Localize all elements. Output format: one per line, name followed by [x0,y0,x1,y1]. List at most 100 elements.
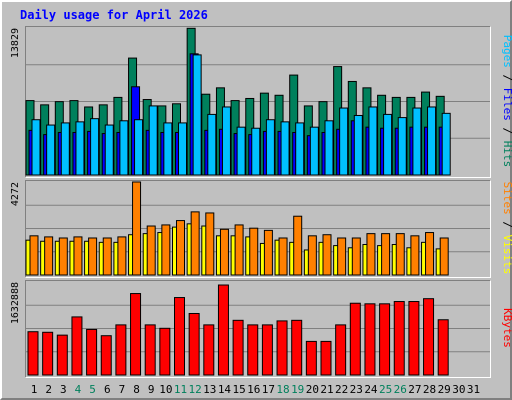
day-label: 9 [148,383,155,396]
day-label: 10 [159,383,172,396]
sites-bar [395,233,405,276]
pages-bar [31,119,41,176]
hits-files-pages-side-legend: Pages / Files / Hits [501,35,512,168]
sites-bar [88,237,98,276]
kbytes-bar [130,293,142,376]
kbytes-bar [291,319,303,376]
pages-bar [324,120,334,176]
pages-bar [104,124,114,176]
sites-bar [322,234,332,276]
legend-separator: / [501,121,512,141]
pages-bar [295,122,305,176]
kbytes-bar [203,324,215,376]
day-label: 20 [306,383,319,396]
legend-kbytes: KBytes [501,308,512,348]
day-label: 21 [320,383,333,396]
sites-bar [29,235,39,276]
sites-bar [117,236,127,276]
pages-bar [90,118,100,176]
kbytes-bar [349,302,361,376]
pages-bar [178,122,187,176]
sites-bar [366,233,376,276]
day-label: 17 [262,383,275,396]
legend-visits: Visits [501,235,512,275]
kbytes-bar [188,312,200,376]
pages-bar [383,113,393,176]
day-label: 22 [335,383,348,396]
sites-bar [439,237,449,276]
sites-bar [58,237,68,276]
sites-bar [102,237,112,276]
pages-bar [221,106,231,176]
kbytes-bar [379,303,391,376]
day-label: 28 [423,383,436,396]
day-label: 14 [218,383,232,396]
sites-bar [307,235,317,276]
pages-bar [280,121,290,176]
pages-bar [353,114,363,176]
day-label: 30 [452,383,465,396]
legend-separator: / [501,215,512,235]
kbytes-bar [42,331,54,376]
kbytes-bar [115,324,127,376]
sites-bar [351,237,361,276]
kbytes-bar [27,331,39,376]
kbytes-bar [261,324,273,376]
pages-bar [397,117,407,176]
day-label: 12 [189,383,202,396]
legend-separator: / [501,68,512,88]
day-label: 7 [119,383,126,396]
day-label: 24 [364,383,378,396]
day-label: 15 [232,383,245,396]
kbytes-bar [56,334,68,376]
legend-hits: Hits [501,141,512,168]
pages-bar [163,122,173,176]
kbytes-bar [364,303,376,376]
day-label: 1 [31,383,38,396]
kbytes-bar [217,284,229,376]
sites-bar [205,212,215,276]
sites-bar [146,225,156,276]
day-label: 5 [89,383,96,396]
sites-bar [293,215,303,276]
kbytes-bar [276,320,288,376]
pages-bar [339,107,349,176]
sites-bar [132,181,142,276]
pages-bar [192,54,202,176]
sites-bar [249,227,259,276]
pages-bar [148,105,158,176]
pages-bar [236,126,246,176]
sites-bar [337,237,347,276]
kbytes-bar [408,301,420,376]
pages-bar [251,127,261,176]
kbytes-bar [71,316,83,376]
kbytes-bar [335,324,347,376]
pages-bar [441,112,451,176]
kbytes-bar [100,335,112,376]
pages-bar [412,107,422,176]
day-label: 29 [438,383,451,396]
day-label: 2 [45,383,52,396]
legend-sites: Sites [501,182,512,215]
sites-bar [161,224,171,276]
sites-bar [44,236,54,276]
visits-sites-side-legend: Sites / Visits [501,182,512,275]
day-label: 31 [467,383,480,396]
day-label: 11 [174,383,187,396]
day-label: 13 [203,383,216,396]
chart-title: Daily usage for April 2026 [20,8,208,22]
pages-bar [265,119,275,176]
pages-bar [207,113,217,176]
sites-bar [425,232,435,276]
day-label: 16 [247,383,260,396]
pages-bar [134,119,144,176]
kbytes-side-legend: KBytes [501,308,512,348]
kbytes-frame-shadow [25,280,491,378]
kbytes-bar [159,327,171,376]
sites-bar [278,237,288,276]
visits-sites-frame-highlight [25,180,491,278]
